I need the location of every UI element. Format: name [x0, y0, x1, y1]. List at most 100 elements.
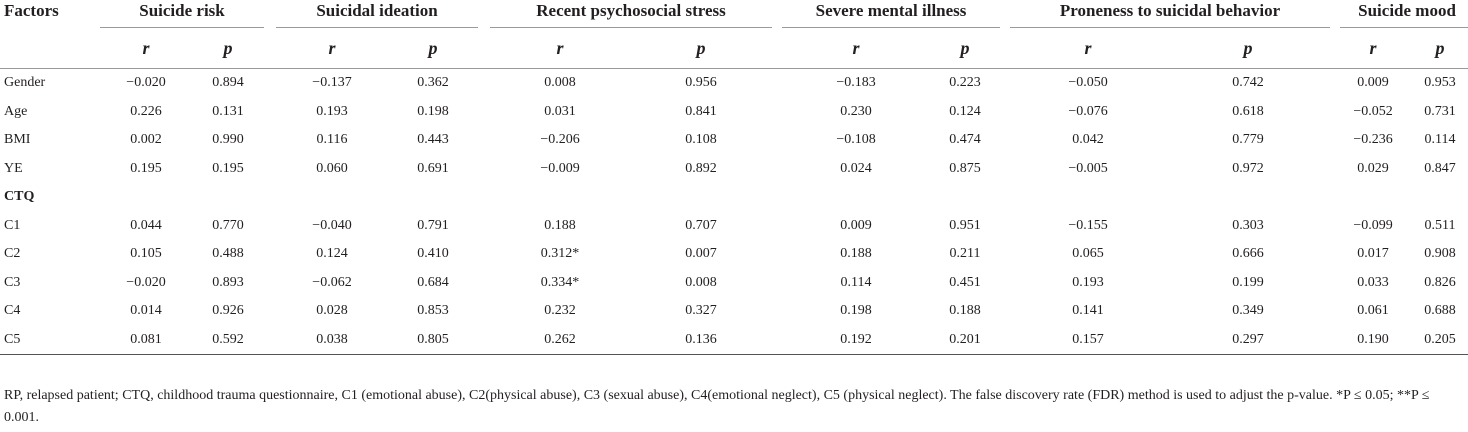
r-value-cell: 0.061: [1357, 303, 1389, 319]
r-value-cell: 0.193: [316, 103, 348, 119]
p-value-cell: 0.688: [1424, 303, 1456, 319]
r-subheader: r: [556, 37, 564, 58]
r-value-cell: 0.193: [1072, 274, 1104, 290]
group-header: Recent psychosocial stress: [490, 0, 773, 28]
row-label: Gender: [0, 68, 100, 98]
table-body: Gender −0.020 0.894 −0.137 0.362 0.008 0.956 −0…: [0, 68, 1468, 355]
r-value-cell: 0.105: [130, 246, 162, 262]
p-value-cell: 0.666: [1232, 246, 1264, 262]
p-value-cell: 0.791: [417, 217, 449, 233]
row-label: CTQ: [4, 189, 35, 205]
row-label: YE: [4, 160, 23, 176]
p-value-cell: 0.894: [192, 68, 264, 98]
p-value-cell: 0.131: [212, 103, 244, 119]
r-value-cell: 0.188: [840, 246, 872, 262]
row-label: C1: [4, 217, 21, 233]
p-value-cell: 0.953: [1406, 68, 1468, 98]
r-value-cell: [276, 183, 388, 212]
p-value-cell: 0.124: [949, 103, 981, 119]
r-value-cell: 0.312*: [540, 246, 580, 262]
p-value-cell: 0.951: [949, 217, 981, 233]
r-value-cell: 0.195: [130, 160, 162, 176]
p-value-cell: 0.926: [212, 303, 244, 319]
r-value-cell: 0.002: [130, 132, 162, 148]
p-value-cell: 0.892: [685, 160, 717, 176]
p-value-cell: 0.198: [417, 103, 449, 119]
r-value-cell: −0.009: [540, 160, 580, 176]
p-value-cell: 0.805: [388, 325, 479, 355]
p-value-cell: 0.211: [949, 246, 981, 262]
table-row: BMI 0.002 0.990 0.116 0.443 −0.206 0.108 −0.108…: [0, 126, 1468, 155]
r-value-cell: 0.009: [1340, 68, 1407, 98]
p-subheader: p: [1243, 37, 1253, 58]
p-value-cell: [630, 183, 772, 212]
p-value-cell: 0.188: [949, 303, 981, 319]
p-value-cell: [388, 183, 478, 212]
data-table-container: Factors Suicide risk Suicidal ideation Rec…: [0, 0, 1468, 355]
r-subheader: r: [142, 37, 150, 58]
r-subheader: r: [852, 37, 860, 58]
row-label: C5: [0, 325, 100, 355]
r-subheader: r: [1369, 37, 1377, 58]
p-value-cell: 0.742: [1166, 68, 1331, 98]
r-value-cell: 0.009: [840, 217, 872, 233]
p-value-cell: [192, 183, 264, 212]
r-value-cell: 0.042: [1072, 132, 1104, 148]
p-value-cell: 0.443: [417, 132, 449, 148]
r-value-cell: −0.040: [312, 217, 352, 233]
p-value-cell: 0.853: [417, 303, 449, 319]
r-value-cell: 0.014: [130, 303, 162, 319]
r-value-cell: 0.028: [316, 303, 348, 319]
p-subheader: p: [223, 37, 233, 58]
p-value-cell: 0.707: [685, 217, 717, 233]
r-value-cell: 0.031: [544, 103, 576, 119]
p-value-cell: 0.908: [1424, 246, 1456, 262]
r-value-cell: 0.334*: [540, 274, 580, 290]
r-value-cell: 0.008: [490, 68, 631, 98]
r-value-cell: [490, 183, 630, 212]
r-value-cell: 0.192: [782, 325, 931, 355]
p-value-cell: 0.731: [1424, 103, 1456, 119]
table-row: C2 0.105 0.488 0.124 0.410 0.312* 0.007 0.188 0.…: [0, 240, 1468, 269]
correlation-table: Factors Suicide risk Suicidal ideation Rec…: [0, 0, 1468, 355]
r-value-cell: 0.157: [1010, 325, 1167, 355]
p-value-cell: 0.362: [388, 68, 479, 98]
p-value-cell: 0.990: [212, 132, 244, 148]
p-value-cell: [1166, 183, 1330, 212]
factors-header: Factors: [4, 1, 59, 20]
table-row: C1 0.044 0.770 −0.040 0.791 0.188 0.707 0.009 0.…: [0, 212, 1468, 241]
p-value-cell: 0.303: [1232, 217, 1264, 233]
row-label: C2: [4, 246, 21, 262]
p-value-cell: 0.592: [192, 325, 264, 355]
p-subheader: p: [696, 37, 706, 58]
r-value-cell: 0.024: [840, 160, 872, 176]
p-value-cell: 0.684: [417, 274, 449, 290]
r-value-cell: [782, 183, 930, 212]
p-value-cell: 0.297: [1166, 325, 1331, 355]
r-value-cell: −0.108: [836, 132, 876, 148]
r-value-cell: −0.155: [1068, 217, 1108, 233]
section-row: CTQ: [0, 183, 1468, 212]
p-value-cell: 0.349: [1232, 303, 1264, 319]
r-value-cell: −0.137: [276, 68, 388, 98]
row-label: C4: [4, 303, 21, 319]
r-value-cell: 0.198: [840, 303, 872, 319]
p-value-cell: 0.474: [949, 132, 981, 148]
p-value-cell: 0.136: [630, 325, 773, 355]
r-subheader: r: [1084, 37, 1092, 58]
r-value-cell: 0.038: [276, 325, 388, 355]
table-row: YE 0.195 0.195 0.060 0.691 −0.009 0.892 0.024 0.…: [0, 155, 1468, 184]
p-value-cell: 0.956: [630, 68, 773, 98]
table-row: C4 0.014 0.926 0.028 0.853 0.232 0.327 0.198 0.1…: [0, 297, 1468, 326]
header-row: Factors Suicide risk Suicidal ideation Rec…: [0, 0, 1468, 28]
r-subheader: r: [328, 37, 336, 58]
r-value-cell: −0.062: [312, 274, 352, 290]
table-row: Age 0.226 0.131 0.193 0.198 0.031 0.841 0.230 0.…: [0, 98, 1468, 127]
p-value-cell: 0.007: [685, 246, 717, 262]
r-value-cell: 0.033: [1357, 274, 1389, 290]
r-value-cell: 0.124: [316, 246, 348, 262]
p-subheader: p: [960, 37, 970, 58]
group-header: Severe mental illness: [782, 0, 1001, 28]
p-value-cell: 0.327: [685, 303, 717, 319]
p-subheader: p: [428, 37, 438, 58]
